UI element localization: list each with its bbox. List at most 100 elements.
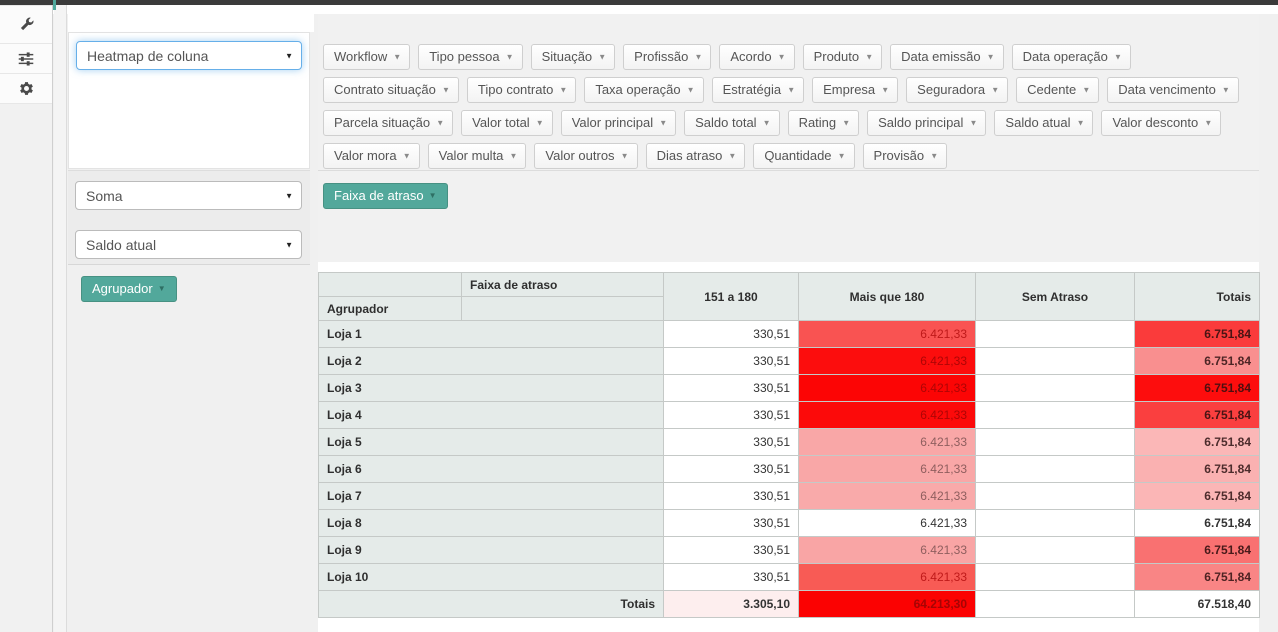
- filter-field-button[interactable]: Produto: [802, 44, 883, 70]
- heatmap-table-body: Loja 1 330,51 6.421,33 6.751,84 Loja 2 330,51…: [318, 320, 1260, 618]
- heatmap-cell: 67.518,40: [1134, 590, 1260, 618]
- filter-field-button[interactable]: Valor mora: [323, 143, 420, 169]
- top-bar: [0, 0, 1278, 5]
- heatmap-mode-select-value: Heatmap de coluna: [87, 47, 209, 64]
- filter-field-button[interactable]: Data vencimento: [1107, 77, 1239, 103]
- gear-icon: [18, 80, 35, 97]
- row-label: Loja 9: [318, 536, 664, 564]
- heatmap-row: Loja 9 330,51 6.421,33 6.751,84: [318, 536, 1260, 564]
- heatmap-cell: 330,51: [663, 320, 799, 348]
- header-blank-cell: [318, 272, 462, 297]
- filter-field-button[interactable]: Valor desconto: [1101, 110, 1222, 136]
- heatmap-cell: 330,51: [663, 455, 799, 483]
- row-label: Loja 8: [318, 509, 664, 537]
- filter-field-button[interactable]: Valor multa: [427, 143, 527, 169]
- heatmap-cell: 6.421,33: [798, 374, 976, 402]
- filter-field-button[interactable]: Quantidade: [753, 143, 855, 169]
- heatmap-cell: [975, 428, 1135, 456]
- heatmap-cell: 330,51: [663, 374, 799, 402]
- heatmap-cell: 6.421,33: [798, 320, 976, 348]
- sidebar-item-tools[interactable]: [0, 6, 52, 44]
- heatmap-row: Loja 3 330,51 6.421,33 6.751,84: [318, 374, 1260, 402]
- heatmap-cell: [975, 482, 1135, 510]
- filter-field-button[interactable]: Tipo contrato: [466, 77, 577, 103]
- heatmap-cell: 6.751,84: [1134, 509, 1260, 537]
- filter-field-button[interactable]: Saldo total: [684, 110, 780, 136]
- filter-field-button[interactable]: Tipo pessoa: [418, 44, 523, 70]
- heatmap-cell: 6.421,33: [798, 455, 976, 483]
- heatmap-cell: 6.421,33: [798, 563, 976, 591]
- filter-field-button[interactable]: Situação: [530, 44, 616, 70]
- filter-field-button[interactable]: Provisão: [862, 143, 948, 169]
- heatmap-table: Faixa de atraso 151 a 180 Mais que 180 S…: [318, 272, 1260, 618]
- row-label: Loja 10: [318, 563, 664, 591]
- filter-field-button[interactable]: Valor outros: [534, 143, 638, 169]
- heatmap-cell: 6.751,84: [1134, 563, 1260, 591]
- heatmap-panel: Faixa de atraso 151 a 180 Mais que 180 S…: [318, 262, 1260, 632]
- filter-field-button[interactable]: Valor total: [461, 110, 553, 136]
- filter-field-button[interactable]: Taxa operação: [584, 77, 704, 103]
- top-white-strip: [0, 5, 1278, 14]
- aggregation-select-value: Soma: [86, 187, 123, 204]
- heatmap-cell: [975, 455, 1135, 483]
- filter-field-button[interactable]: Valor principal: [560, 110, 677, 136]
- column-field-button[interactable]: Faixa de atraso: [323, 183, 448, 209]
- row-label: Loja 3: [318, 374, 664, 402]
- column-header: Mais que 180: [798, 272, 976, 321]
- row-label: Loja 4: [318, 401, 664, 429]
- filter-fields: Workflow Tipo pessoa Situação Profissão Acor…: [323, 44, 1253, 169]
- heatmap-row: Loja 4 330,51 6.421,33 6.751,84: [318, 401, 1260, 429]
- filter-field-button[interactable]: Acordo: [719, 44, 795, 70]
- filter-field-button[interactable]: Saldo atual: [994, 110, 1094, 136]
- sliders-icon: [17, 51, 35, 67]
- filter-field-button[interactable]: Parcela situação: [323, 110, 454, 136]
- heatmap-row: Loja 2 330,51 6.421,33 6.751,84: [318, 347, 1260, 375]
- heatmap-row: Loja 6 330,51 6.421,33 6.751,84: [318, 455, 1260, 483]
- filter-field-button[interactable]: Data emissão: [890, 44, 1004, 70]
- sidebar-item-settings[interactable]: [0, 74, 52, 104]
- column-field-button-label: Faixa de atraso: [334, 188, 424, 203]
- heatmap-cell: 64.213,30: [798, 590, 976, 618]
- header-column-field: Faixa de atraso: [461, 272, 664, 297]
- heatmap-cell: 330,51: [663, 401, 799, 429]
- heatmap-row: Loja 7 330,51 6.421,33 6.751,84: [318, 482, 1260, 510]
- heatmap-cell: 6.421,33: [798, 428, 976, 456]
- heatmap-mode-card: Heatmap de coluna: [68, 32, 310, 169]
- heatmap-cell: 6.751,84: [1134, 347, 1260, 375]
- sidebar-item-filters[interactable]: [0, 44, 52, 74]
- filter-field-button[interactable]: Empresa: [812, 77, 899, 103]
- row-field-button[interactable]: Agrupador: [81, 276, 177, 302]
- row-label: Loja 2: [318, 347, 664, 375]
- row-field-button-label: Agrupador: [92, 281, 153, 296]
- filter-field-button[interactable]: Data operação: [1011, 44, 1131, 70]
- heatmap-cell: 330,51: [663, 428, 799, 456]
- value-field-select[interactable]: Saldo atual: [75, 230, 302, 259]
- heatmap-cell: [975, 374, 1135, 402]
- heatmap-cell: 6.421,33: [798, 482, 976, 510]
- column-header: Sem Atraso: [975, 272, 1135, 321]
- aggregation-select[interactable]: Soma: [75, 181, 302, 210]
- value-field-select-value: Saldo atual: [86, 236, 157, 253]
- heatmap-cell: 6.751,84: [1134, 428, 1260, 456]
- heatmap-cell: 6.751,84: [1134, 320, 1260, 348]
- filter-field-button[interactable]: Contrato situação: [323, 77, 459, 103]
- filter-field-button[interactable]: Saldo principal: [867, 110, 987, 136]
- filter-field-button[interactable]: Estratégia: [711, 77, 805, 103]
- filter-field-button[interactable]: Cedente: [1016, 77, 1100, 103]
- heatmap-cell: 3.305,10: [663, 590, 799, 618]
- filter-field-button[interactable]: Rating: [787, 110, 860, 136]
- heatmap-mode-select[interactable]: Heatmap de coluna: [76, 41, 302, 70]
- heatmap-cell: [975, 401, 1135, 429]
- row-label: Loja 5: [318, 428, 664, 456]
- heatmap-cell: 330,51: [663, 482, 799, 510]
- filter-field-button[interactable]: Workflow: [323, 44, 411, 70]
- heatmap-cell: [975, 347, 1135, 375]
- filter-field-button[interactable]: Profissão: [623, 44, 712, 70]
- heatmap-cell: 330,51: [663, 347, 799, 375]
- filter-field-button[interactable]: Seguradora: [906, 77, 1009, 103]
- filter-field-button[interactable]: Dias atraso: [645, 143, 746, 169]
- heatmap-cell: [975, 590, 1135, 618]
- heatmap-cell: 6.421,33: [798, 401, 976, 429]
- heatmap-cell: 330,51: [663, 536, 799, 564]
- heatmap-row: Loja 5 330,51 6.421,33 6.751,84: [318, 428, 1260, 456]
